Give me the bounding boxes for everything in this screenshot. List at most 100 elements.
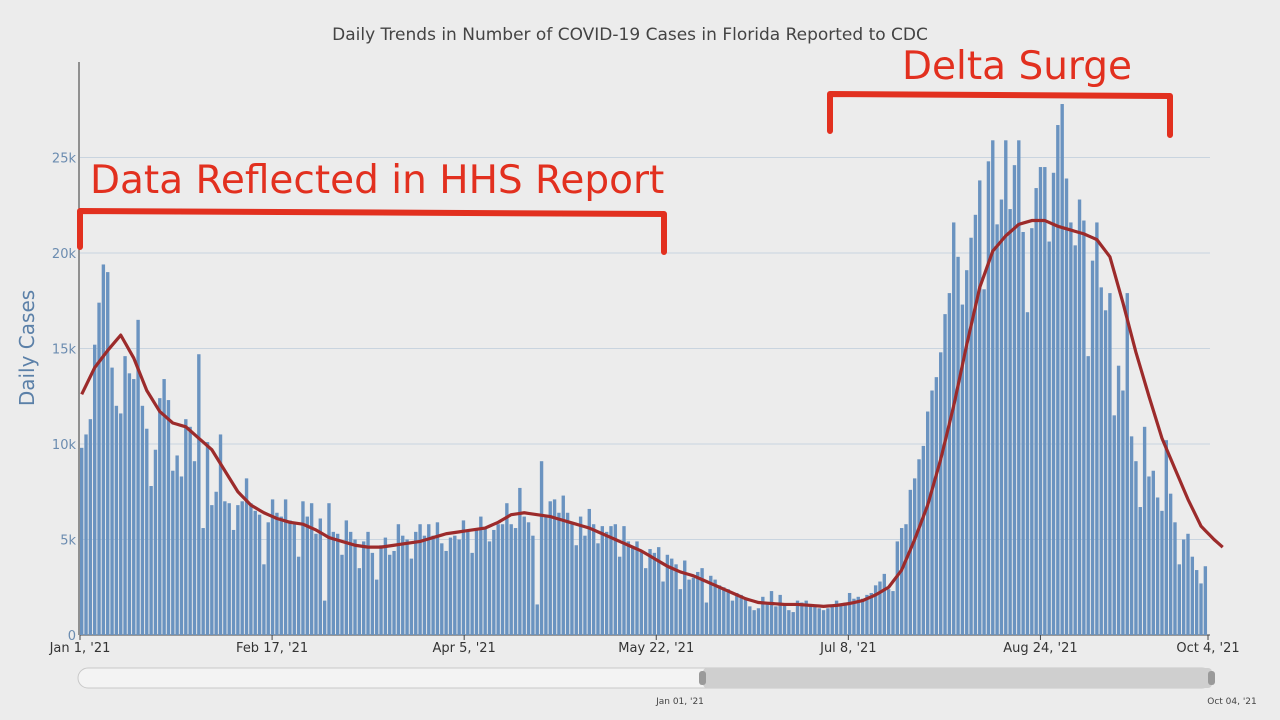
daily-bar [110,367,114,635]
daily-bar [262,564,266,635]
daily-bar [843,602,847,635]
daily-bar [1190,556,1195,635]
daily-bar [1090,260,1095,635]
daily-bar [188,426,192,635]
daily-bar [626,541,631,635]
daily-bar [314,533,318,635]
y-tick-label: 5k [60,534,76,549]
daily-bar [275,512,279,635]
daily-bar [1017,140,1021,635]
daily-bar [778,594,782,635]
daily-bar [730,600,735,635]
daily-bar [1129,436,1134,635]
daily-bar [973,214,978,636]
daily-bar [535,604,539,635]
daily-bar [826,608,830,635]
daily-bar [1160,510,1164,635]
daily-bar [700,568,704,635]
daily-bar [583,535,587,635]
daily-bar [513,528,518,635]
daily-bar [1034,188,1038,635]
daily-bar [604,531,609,635]
daily-bar [396,524,401,635]
range-slider-right-handle[interactable] [1208,671,1215,685]
daily-bar [440,543,444,635]
daily-bar [743,598,748,635]
daily-bar [635,541,639,635]
daily-bar [331,531,336,635]
daily-bar [322,600,327,635]
daily-bar [483,528,487,635]
daily-bar [600,526,604,635]
daily-bar [570,522,574,635]
daily-bar [960,304,965,635]
daily-bar [930,390,934,635]
daily-bar [1060,104,1064,635]
daily-bar [466,531,470,635]
daily-bar [865,594,869,635]
daily-bar [761,596,765,635]
x-tick-label: Jan 1, '21 [49,641,111,656]
daily-bar [145,428,149,635]
y-tick-label: 20k [52,247,77,262]
daily-bar [1004,140,1008,635]
daily-bar [1173,522,1177,635]
daily-bar [253,510,257,635]
daily-bar [539,461,544,635]
daily-bar [891,591,895,635]
daily-bar [392,550,396,635]
daily-bar [821,610,826,635]
daily-bar [1043,167,1047,636]
daily-bar [179,476,184,635]
daily-bar [279,516,283,635]
daily-bar [414,531,418,635]
daily-bar [878,581,882,635]
daily-bar [696,571,700,635]
daily-bar [1168,493,1173,635]
daily-bar [461,520,466,635]
daily-bar [921,445,926,635]
daily-bar [630,547,635,635]
daily-bar [965,270,969,635]
daily-bar [657,547,661,635]
daily-bar [617,556,622,635]
daily-bar [709,575,713,635]
daily-bar [327,503,331,635]
daily-bar [444,550,448,635]
daily-bar [752,610,756,635]
daily-bar [383,537,388,635]
daily-bar [1056,125,1060,635]
daily-bar [214,491,218,635]
daily-bar [1194,570,1199,635]
daily-bar [201,528,205,635]
daily-bar [305,516,309,635]
seven-day-average-line [80,218,1224,608]
daily-bar [982,289,986,635]
daily-bar [956,256,960,635]
daily-bar [886,589,891,635]
range-slider-left-handle[interactable] [699,671,706,685]
daily-bar [418,524,422,635]
x-tick-label: May 22, '21 [618,641,694,656]
daily-bar [765,602,769,635]
range-slider-selection[interactable] [703,668,1212,688]
daily-bar [1095,222,1099,635]
x-tick-label: Aug 24, '21 [1003,641,1077,656]
daily-bar [93,344,97,635]
daily-bar [1142,426,1147,635]
daily-bar [717,585,722,635]
daily-bar [622,526,626,635]
range-slider[interactable]: Jan 01, '21 Oct 04, '21 [77,667,1257,707]
daily-bar [292,524,296,635]
daily-bar [1138,507,1142,635]
daily-bar [800,602,804,635]
daily-bar [544,514,548,635]
daily-bar [257,514,262,635]
daily-bar [1151,470,1155,635]
daily-bar [943,314,947,635]
y-tick-label: 25k [52,152,77,167]
daily-bar [1073,245,1077,636]
daily-bar [795,600,800,635]
daily-bar [1181,539,1186,635]
